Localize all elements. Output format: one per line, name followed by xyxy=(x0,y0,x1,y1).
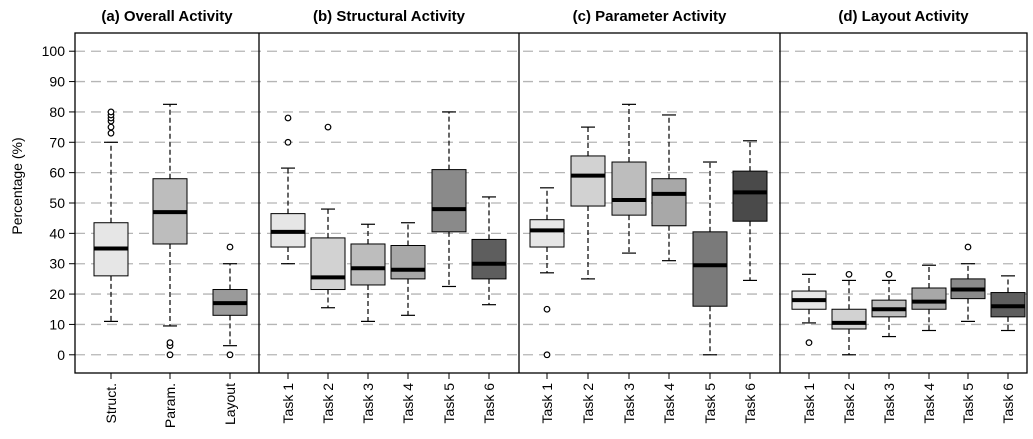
outlier-point xyxy=(885,270,893,278)
outlier-point xyxy=(543,305,551,313)
outlier-point xyxy=(166,351,174,359)
x-tick-label: Param. xyxy=(162,383,178,428)
box xyxy=(732,170,768,222)
box xyxy=(390,245,426,280)
x-tick-label: Task 6 xyxy=(481,383,497,424)
box xyxy=(310,237,346,291)
box-group: Task 1 xyxy=(791,273,827,424)
x-tick-label: Task 5 xyxy=(441,383,457,424)
box-group: Task 2 xyxy=(310,123,346,424)
box-group: Task 4 xyxy=(390,222,426,424)
x-tick-label: Struct. xyxy=(103,383,119,423)
box-group: Layout xyxy=(212,243,248,425)
outlier-point xyxy=(964,243,972,251)
panel-title: (d) Layout Activity xyxy=(838,8,969,25)
x-tick-label: Task 6 xyxy=(742,383,758,424)
x-tick-label: Task 5 xyxy=(702,383,718,424)
box xyxy=(692,231,728,307)
x-tick-label: Task 4 xyxy=(921,383,937,424)
plot-frame xyxy=(74,32,1028,374)
box xyxy=(350,243,386,286)
box-group: Task 1 xyxy=(270,114,306,424)
box xyxy=(471,238,507,280)
box xyxy=(611,161,647,216)
outlier-point xyxy=(324,123,332,131)
panel-title: (b) Structural Activity xyxy=(313,8,466,25)
x-tick-label: Task 5 xyxy=(960,383,976,424)
box-group: Struct. xyxy=(93,108,129,423)
x-tick-label: Task 1 xyxy=(539,383,555,424)
box-group: Task 6 xyxy=(732,140,768,424)
box-group: Task 3 xyxy=(350,223,386,424)
y-axis-label: Percentage (%) xyxy=(9,137,25,234)
x-tick-label: Task 1 xyxy=(280,383,296,424)
x-tick-label: Task 2 xyxy=(320,383,336,424)
box-group: Task 5 xyxy=(692,161,728,424)
y-tick-label: 0 xyxy=(57,347,65,363)
y-tick-label: 100 xyxy=(42,43,66,59)
outlier-point xyxy=(107,108,115,116)
box-group: Task 2 xyxy=(570,126,606,424)
box-group: Task 6 xyxy=(990,275,1026,424)
box-group: Param. xyxy=(152,103,188,428)
outlier-point xyxy=(166,339,174,347)
box xyxy=(831,308,867,330)
box-group: Task 5 xyxy=(950,243,986,424)
panel-title: (a) Overall Activity xyxy=(101,8,233,25)
box xyxy=(529,219,565,248)
box-group: Task 4 xyxy=(651,114,687,424)
y-tick-label: 40 xyxy=(49,225,65,241)
y-tick-label: 30 xyxy=(49,256,65,272)
box-group: Task 5 xyxy=(431,111,467,424)
x-tick-label: Task 2 xyxy=(580,383,596,424)
x-tick-label: Layout xyxy=(222,383,238,425)
box xyxy=(570,155,606,207)
x-tick-label: Task 4 xyxy=(661,383,677,424)
outlier-point xyxy=(107,123,115,131)
y-tick-label: 10 xyxy=(49,316,65,332)
outlier-point xyxy=(543,351,551,359)
box xyxy=(431,169,467,233)
panel-title: (c) Parameter Activity xyxy=(573,8,727,25)
box-group: Task 2 xyxy=(831,270,867,424)
y-tick-label: 80 xyxy=(49,104,65,120)
box xyxy=(911,287,947,310)
x-tick-label: Task 1 xyxy=(801,383,817,424)
box xyxy=(651,178,687,227)
outlier-point xyxy=(284,114,292,122)
y-tick-label: 70 xyxy=(49,134,65,150)
box-group: Task 1 xyxy=(529,187,565,424)
y-tick-label: 60 xyxy=(49,165,65,181)
x-tick-label: Task 3 xyxy=(621,383,637,424)
outlier-point xyxy=(226,243,234,251)
x-tick-label: Task 2 xyxy=(841,383,857,424)
box-group: Task 3 xyxy=(611,103,647,424)
outlier-point xyxy=(284,138,292,146)
outlier-point xyxy=(226,351,234,359)
x-tick-label: Task 4 xyxy=(400,383,416,424)
outlier-point xyxy=(805,339,813,347)
y-tick-label: 50 xyxy=(49,195,65,211)
x-tick-label: Task 3 xyxy=(881,383,897,424)
outlier-point xyxy=(845,270,853,278)
x-tick-label: Task 3 xyxy=(360,383,376,424)
box-group: Task 6 xyxy=(471,196,507,424)
y-tick-label: 90 xyxy=(49,74,65,90)
box-group: Task 4 xyxy=(911,264,947,424)
box-group: Task 3 xyxy=(871,270,907,424)
y-tick-label: 20 xyxy=(49,286,65,302)
x-tick-label: Task 6 xyxy=(1000,383,1016,424)
outlier-point xyxy=(107,129,115,137)
